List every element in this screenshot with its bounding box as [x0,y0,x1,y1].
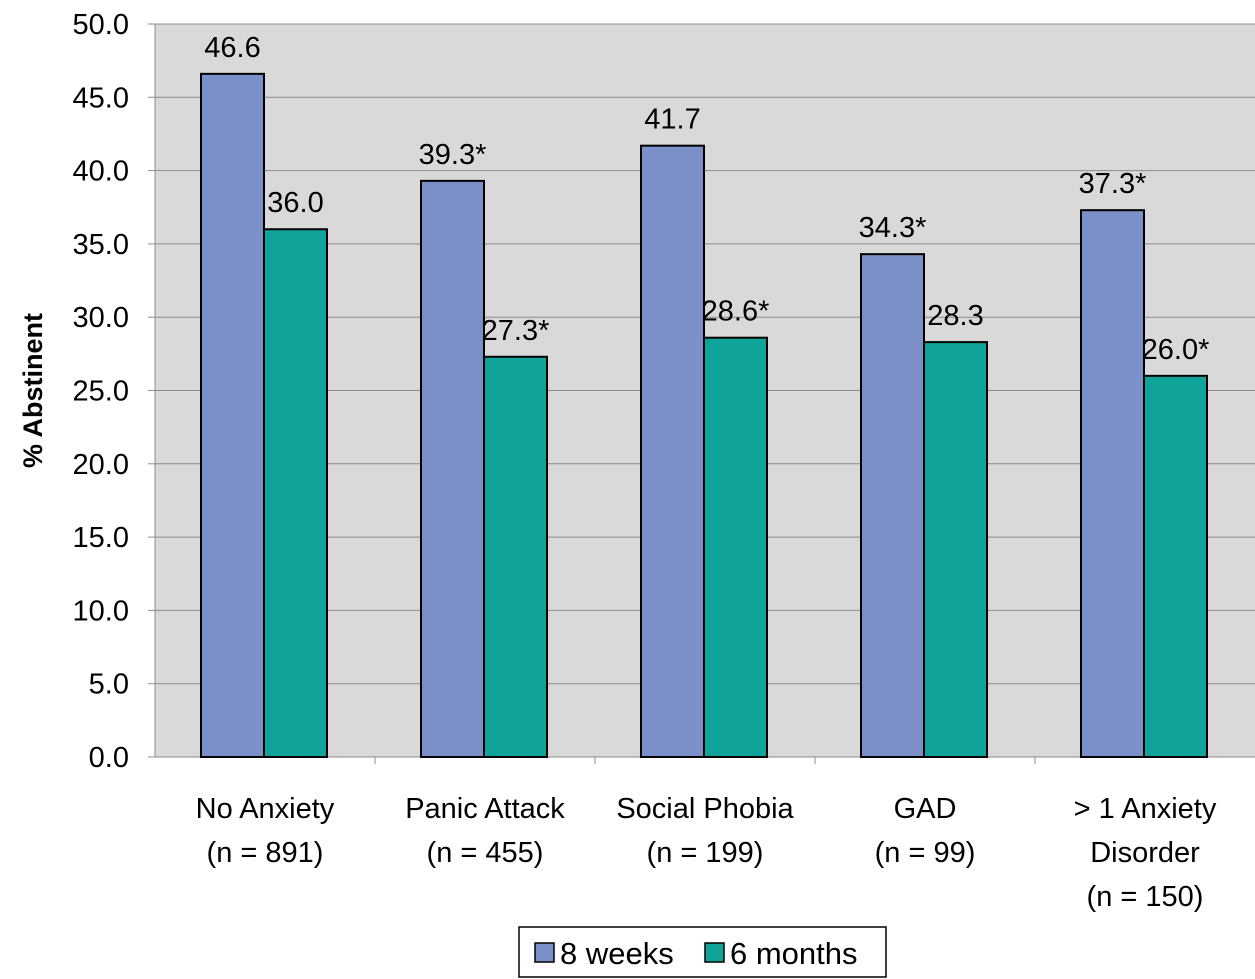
x-category-label: (n = 99) [875,837,976,869]
x-category-label: No Anxiety [196,793,335,825]
data-label: 41.7 [644,104,700,136]
y-tick-label: 35.0 [73,229,129,261]
y-tick-label: 40.0 [73,156,129,188]
x-category-label: Social Phobia [616,793,794,825]
x-category-label: (n = 150) [1087,881,1204,913]
legend [518,926,887,978]
y-tick-label: 30.0 [73,302,129,334]
legend-swatch-6-months [704,942,725,963]
y-tick-label: 10.0 [73,595,129,627]
legend-label: 6 months [730,936,858,971]
bar-8-weeks-2 [640,144,705,759]
bar-6-months-4 [1143,374,1208,758]
y-tick-label: 25.0 [73,376,129,408]
bar-8-weeks-3 [860,253,925,759]
x-category-label: Panic Attack [405,793,565,825]
y-tick-label: 5.0 [89,669,129,701]
bar-8-weeks-1 [420,179,485,758]
data-label: 37.3* [1079,168,1147,200]
x-category-label: Disorder [1090,837,1200,869]
x-category-label: (n = 891) [207,837,324,869]
y-tick-label: 50.0 [73,9,129,41]
bar-6-months-3 [923,341,988,758]
y-tick-label: 0.0 [89,742,129,774]
bar-6-months-1 [483,355,548,758]
data-label: 28.6* [702,296,770,328]
bar-6-months-2 [703,336,768,758]
y-axis-label: % Abstinent [18,313,48,468]
data-label: 28.3 [927,300,983,332]
data-label: 34.3* [859,212,927,244]
legend-swatch-8-weeks [534,942,555,963]
bar-8-weeks-0 [200,72,265,759]
data-label: 26.0* [1142,334,1210,366]
data-label: 46.6 [204,32,260,64]
x-category-label: (n = 455) [427,837,544,869]
y-tick-label: 45.0 [73,82,129,114]
data-label: 27.3* [482,315,550,347]
data-label: 39.3* [419,139,487,171]
y-tick-label: 20.0 [73,449,129,481]
x-category-label: > 1 Anxiety [1074,793,1217,825]
bar-8-weeks-4 [1080,209,1145,758]
x-category-label: GAD [894,793,957,825]
data-label: 36.0 [267,187,323,219]
x-category-label: (n = 199) [647,837,764,869]
bar-6-months-0 [263,228,328,759]
y-tick-label: 15.0 [73,522,129,554]
legend-label: 8 weeks [560,936,674,971]
